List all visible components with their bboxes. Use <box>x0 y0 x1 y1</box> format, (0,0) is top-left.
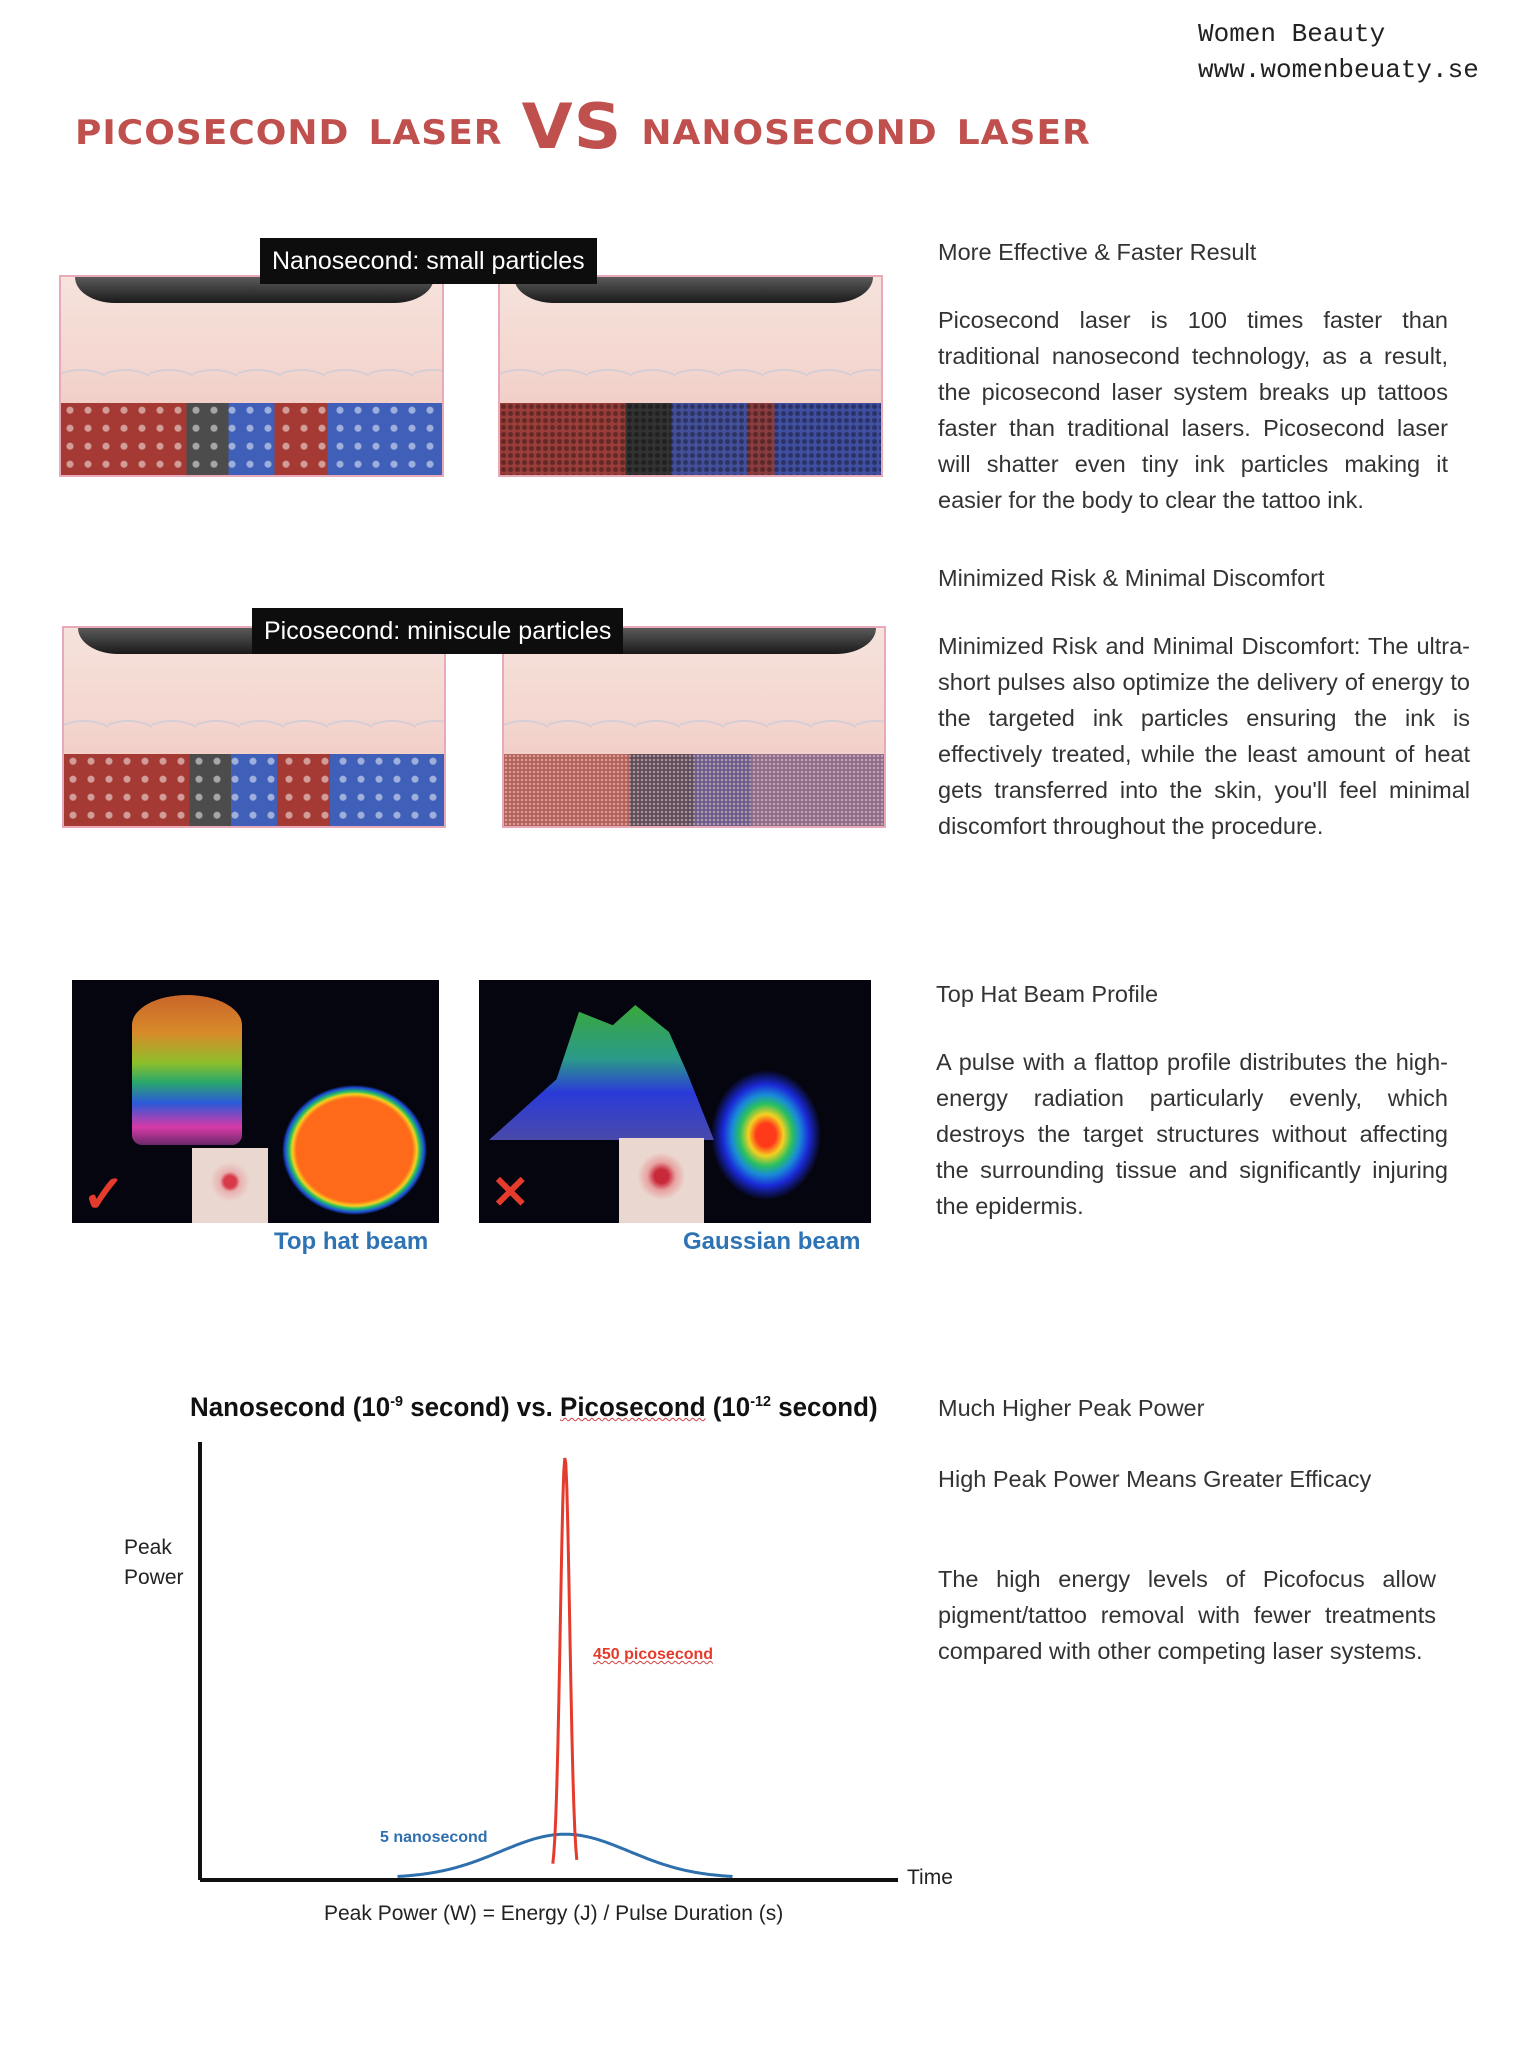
top-hat-caption: Top hat beam <box>274 1228 429 1255</box>
gaussian-spot <box>711 1070 821 1200</box>
section-heading: More Effective & Faster Result <box>938 239 1257 265</box>
picosecond-before-image <box>62 626 446 828</box>
cross-icon: ✕ <box>491 1166 530 1218</box>
nanosecond-after-image <box>498 275 883 477</box>
title-part: Nanosecond (10 <box>190 1392 391 1422</box>
section-body: Picosecond laser is 100 times faster tha… <box>938 307 1448 513</box>
y-label-line: Peak <box>124 1536 172 1559</box>
gaussian-beam-image: ✕ <box>479 980 871 1223</box>
title-left: Picosecond Laser <box>75 99 503 157</box>
title-part: (10 <box>705 1392 751 1422</box>
series-label-picosecond: 450 picosecond <box>593 1646 714 1663</box>
series-label-nanosecond: 5 nanosecond <box>380 1829 488 1846</box>
title-sup: -12 <box>750 1393 772 1410</box>
top-hat-beam-image: ✓ <box>72 980 439 1223</box>
y-label-line: Power <box>124 1566 184 1589</box>
right-column-top: More Effective & Faster Result Picosecon… <box>938 236 1470 844</box>
brand-name: Women Beauty <box>1198 19 1386 49</box>
section-heading: Top Hat Beam Profile <box>936 981 1159 1007</box>
title-right: Nanosecond Laser <box>641 99 1091 157</box>
picosecond-after-image <box>502 626 886 828</box>
brand-block: Women Beauty www.womenbeuaty.se <box>1198 16 1479 88</box>
section-subheading: High Peak Power Means Greater Efficacy <box>938 1466 1372 1492</box>
series-line-picosecond <box>551 1457 579 1864</box>
top-hat-spot <box>282 1085 427 1215</box>
picosecond-label: Picosecond: miniscule particles <box>252 608 624 654</box>
skin-sample <box>619 1138 704 1223</box>
title-part: second) vs. <box>403 1392 561 1422</box>
brand-url: www.womenbeuaty.se <box>1198 55 1479 85</box>
top-hat-3d-profile <box>132 995 242 1145</box>
section-body: A pulse with a flattop profile distribut… <box>936 1049 1448 1219</box>
section-body: Minimized Risk and Minimal Discomfort: T… <box>938 633 1470 839</box>
page-title: Picosecond Laser VS Nanosecond Laser <box>75 90 1375 163</box>
title-part: Picosecond <box>560 1392 706 1422</box>
section-heading: Much Higher Peak Power <box>938 1395 1205 1421</box>
chart-title: Nanosecond (10-9 second) vs. Picosecond … <box>190 1392 878 1423</box>
right-column-bottom: Much Higher Peak Power High Peak Power M… <box>938 1392 1436 1669</box>
right-column-middle: Top Hat Beam Profile A pulse with a flat… <box>936 978 1448 1224</box>
title-sup: -9 <box>390 1393 404 1410</box>
nanosecond-before-image <box>59 275 444 477</box>
section-body: The high energy levels of Picofocus allo… <box>938 1566 1436 1664</box>
y-axis-label: Peak Power <box>124 1533 184 1593</box>
title-vs: VS <box>521 89 623 164</box>
chart-formula: Peak Power (W) = Energy (J) / Pulse Dura… <box>324 1902 784 1925</box>
title-part: second) <box>771 1392 878 1422</box>
x-axis-label: Time <box>907 1866 953 1889</box>
series-line-nanosecond <box>397 1832 733 1878</box>
gaussian-caption: Gaussian beam <box>683 1228 861 1255</box>
section-heading: Minimized Risk & Minimal Discomfort <box>938 565 1325 591</box>
skin-sample <box>192 1148 268 1223</box>
nanosecond-label: Nanosecond: small particles <box>260 238 597 284</box>
check-icon: ✓ <box>82 1166 126 1223</box>
